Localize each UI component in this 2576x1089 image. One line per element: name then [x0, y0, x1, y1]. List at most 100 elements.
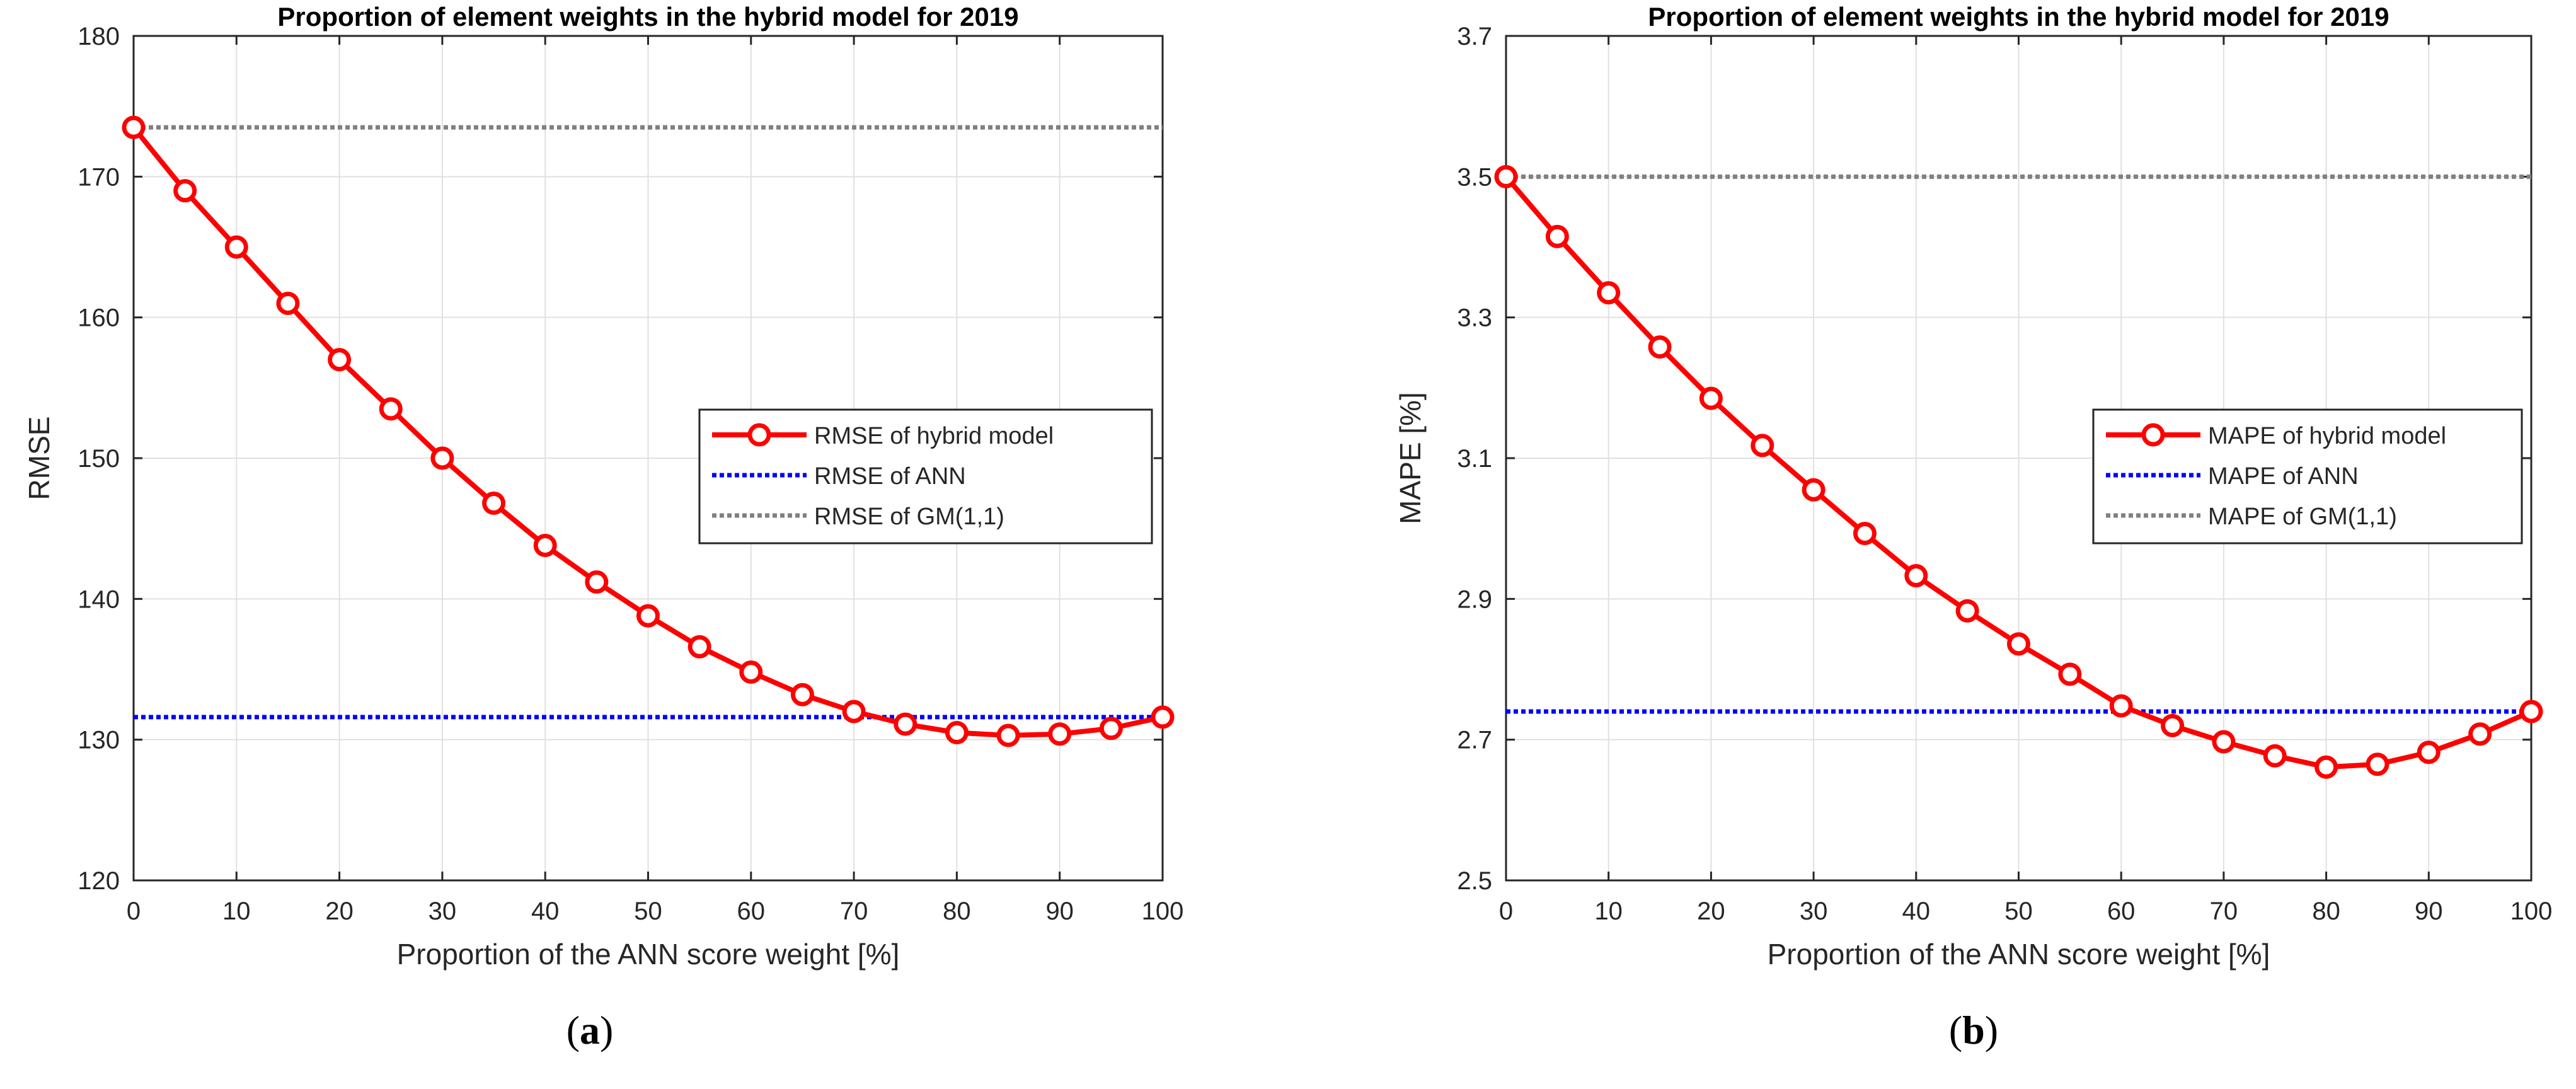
x-tick-label: 10	[1594, 897, 1623, 925]
x-tick-label: 20	[1697, 897, 1725, 925]
data-point	[173, 179, 197, 203]
data-point	[2161, 713, 2185, 737]
y-tick-label: 120	[78, 867, 120, 895]
data-point	[945, 721, 969, 744]
data-point	[687, 635, 711, 659]
data-point	[379, 397, 403, 421]
data-point	[1955, 599, 1979, 623]
data-point	[636, 604, 660, 628]
x-tick-label: 60	[2107, 897, 2136, 925]
y-axis-label: RMSE	[23, 417, 55, 500]
legend-marker	[2141, 423, 2165, 447]
data-point	[1048, 722, 1072, 746]
x-tick-label: 70	[2210, 897, 2238, 925]
data-point	[1151, 705, 1175, 729]
x-tick-label: 80	[943, 897, 971, 925]
data-point	[276, 291, 300, 315]
y-tick-label: 3.5	[1457, 163, 1492, 191]
x-tick-label: 90	[1045, 897, 1074, 925]
data-point	[1494, 164, 1518, 188]
data-point	[1099, 717, 1123, 740]
caption-a: (a)	[566, 1008, 614, 1052]
legend: RMSE of hybrid model RMSE of ANN RMSE of G…	[698, 408, 1153, 544]
data-point	[790, 683, 814, 706]
legend-label: RMSE of hybrid model	[814, 423, 1054, 449]
data-point	[2314, 755, 2338, 779]
data-point	[2058, 662, 2082, 686]
y-tick-label: 170	[78, 163, 120, 191]
data-point	[2417, 740, 2441, 764]
x-tick-label: 90	[2415, 897, 2443, 925]
legend-label: MAPE of hybrid model	[2208, 423, 2446, 449]
legend-label: MAPE of ANN	[2208, 463, 2359, 490]
data-point	[1648, 335, 1672, 359]
data-point	[2109, 694, 2133, 718]
data-point	[2468, 722, 2492, 746]
y-tick-label: 2.9	[1457, 585, 1492, 613]
y-tick-label: 180	[78, 23, 120, 50]
data-point	[996, 723, 1020, 747]
x-tick-label: 0	[127, 897, 141, 925]
data-point	[1751, 434, 1774, 458]
data-point	[1802, 478, 1826, 502]
y-tick-label: 130	[78, 727, 120, 754]
x-axis-label: Proportion of the ANN score weight [%]	[397, 938, 900, 971]
data-point	[842, 700, 866, 723]
x-tick-label: 50	[634, 897, 662, 925]
chart-title: Proportion of element weights in the hyb…	[1648, 2, 2389, 32]
x-axis-label: Proportion of the ANN score weight [%]	[1768, 938, 2270, 971]
x-tick-label: 60	[737, 897, 766, 925]
x-tick-label: 40	[1902, 897, 1931, 925]
data-point	[328, 348, 352, 372]
x-tick-label: 70	[840, 897, 868, 925]
y-tick-label: 160	[78, 304, 120, 332]
x-tick-label: 100	[2510, 897, 2553, 925]
x-tick-label: 100	[1142, 897, 1184, 925]
data-point	[894, 712, 917, 736]
x-tick-label: 0	[1499, 897, 1513, 925]
data-point	[2212, 730, 2236, 754]
data-point	[2366, 752, 2389, 776]
data-point	[585, 570, 609, 594]
data-point	[1699, 386, 1723, 410]
x-tick-label: 20	[325, 897, 354, 925]
data-point	[224, 235, 248, 259]
data-point	[533, 533, 557, 557]
data-point	[2263, 744, 2287, 768]
data-point	[1853, 521, 1877, 545]
legend: MAPE of hybrid model MAPE of ANN MAPE of G…	[2092, 408, 2523, 544]
legend-label: RMSE of ANN	[814, 463, 966, 490]
chart-title: Proportion of element weights in the hyb…	[277, 2, 1018, 32]
legend-label: RMSE of GM(1,1)	[814, 504, 1004, 530]
data-point	[2519, 700, 2543, 723]
x-tick-label: 50	[2004, 897, 2033, 925]
data-point	[1597, 281, 1621, 305]
y-tick-label: 2.5	[1457, 867, 1492, 895]
x-tick-label: 30	[428, 897, 457, 925]
legend-label: MAPE of GM(1,1)	[2208, 504, 2397, 530]
y-tick-label: 3.1	[1457, 445, 1492, 473]
x-tick-label: 10	[222, 897, 251, 925]
x-tick-label: 80	[2312, 897, 2340, 925]
x-tick-label: 40	[531, 897, 560, 925]
chart-a: 0 10 20 30 40 50 60 70 80 90 100 120 130 140 150 160 170…	[23, 2, 1183, 971]
caption-b: (b)	[1948, 1008, 1999, 1052]
data-point	[430, 446, 454, 470]
data-point	[1904, 563, 1928, 587]
data-point	[122, 115, 146, 139]
legend-marker	[747, 423, 771, 447]
y-axis-label: MAPE [%]	[1394, 392, 1427, 524]
chart-b: 0 10 20 30 40 50 60 70 80 90 100 2.5 2.7 2.9 3.1 3.3 3.5…	[1394, 2, 2552, 971]
y-tick-label: 150	[78, 445, 120, 473]
y-tick-label: 3.7	[1457, 23, 1492, 50]
data-point	[2007, 632, 2030, 656]
data-point	[482, 491, 506, 515]
data-point	[739, 660, 763, 684]
legend-box	[2092, 408, 2523, 544]
y-tick-label: 2.7	[1457, 727, 1492, 754]
data-point	[1545, 224, 1569, 248]
y-tick-label: 140	[78, 585, 120, 613]
x-tick-label: 30	[1800, 897, 1828, 925]
y-tick-label: 3.3	[1457, 304, 1492, 332]
